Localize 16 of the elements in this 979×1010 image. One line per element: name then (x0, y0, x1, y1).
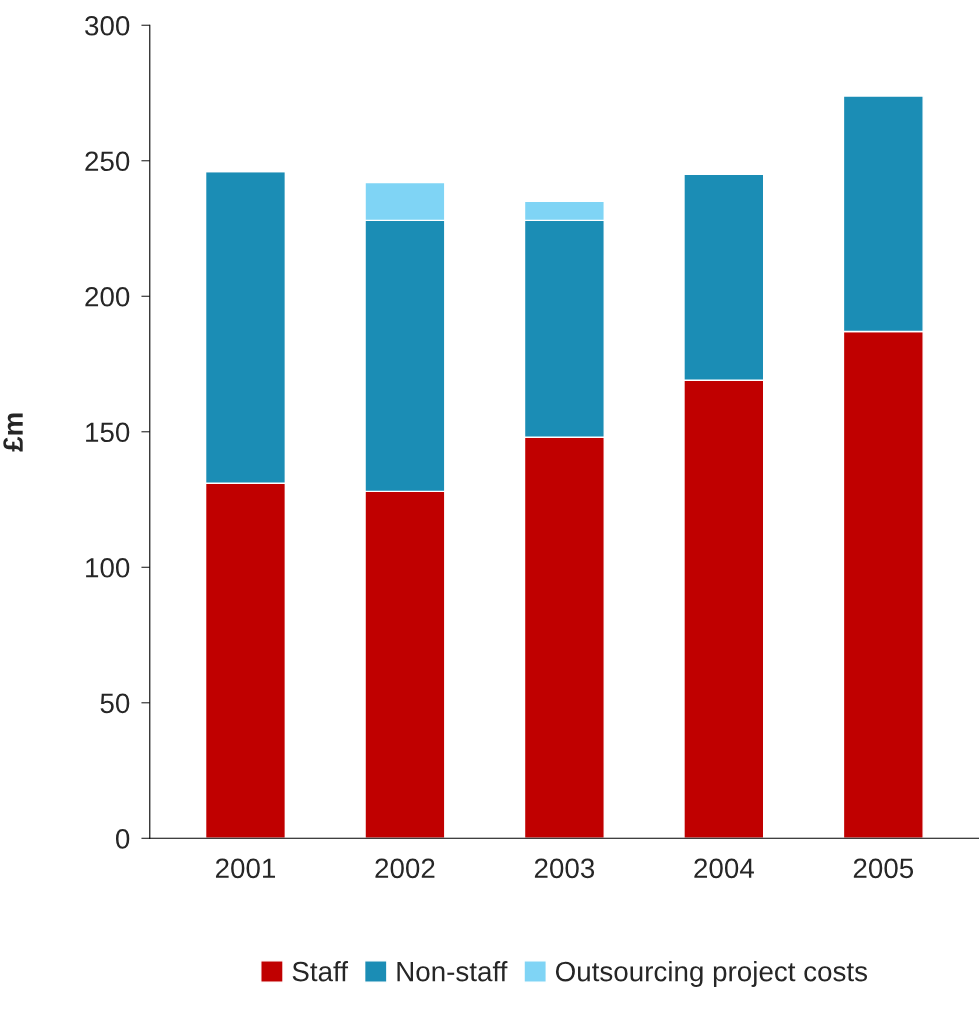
y-axis-title: £m (3, 413, 23, 452)
x-tick-label: 2001 (215, 858, 276, 879)
x-tick-label: 2005 (853, 858, 914, 879)
legend-label: Outsourcing project costs (555, 961, 868, 987)
legend-label: Staff (292, 961, 349, 982)
y-tick-label: 50 (100, 693, 130, 714)
y-tick-label: 300 (85, 15, 130, 36)
y-tick-label: 0 (115, 828, 130, 849)
y-tick-label: 250 (85, 151, 130, 172)
x-tick-label: 2002 (375, 858, 435, 879)
legend-label: Non-staff (397, 961, 508, 982)
y-tick-label: 100 (86, 557, 130, 578)
y-tick-label: 150 (86, 422, 130, 443)
y-tick-label: 200 (85, 286, 130, 307)
x-tick-label: 2003 (534, 858, 595, 879)
x-tick-label: 2004 (694, 858, 754, 879)
